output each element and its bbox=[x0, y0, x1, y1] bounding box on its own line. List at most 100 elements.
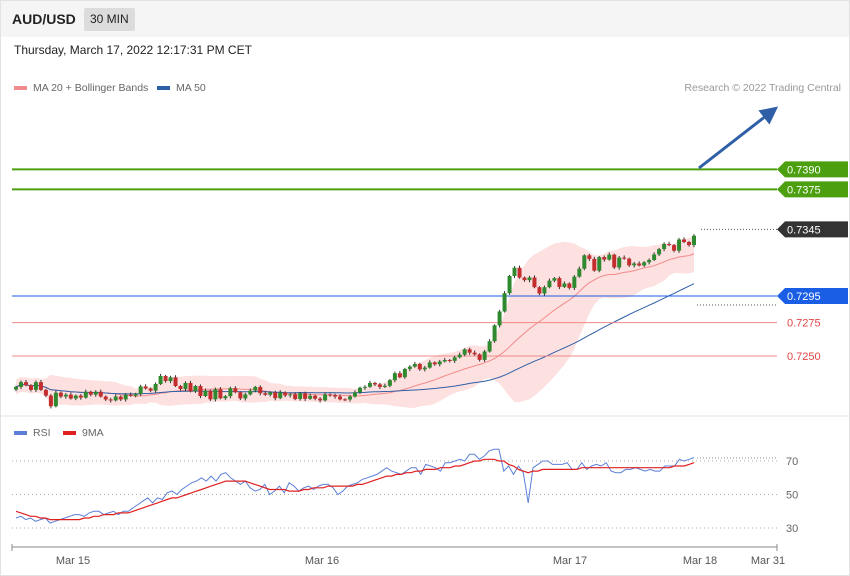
candle bbox=[203, 388, 208, 398]
x-tick-label: Mar 31 bbox=[751, 555, 785, 567]
candle bbox=[667, 241, 672, 247]
candle-body bbox=[642, 262, 647, 266]
candle bbox=[687, 240, 692, 247]
candle bbox=[452, 355, 457, 363]
candle bbox=[642, 261, 647, 268]
last-price-label: 0.7345 bbox=[787, 224, 821, 236]
rsi-tick-label: 50 bbox=[786, 490, 798, 502]
candle-body bbox=[377, 384, 382, 387]
candle-body bbox=[572, 276, 577, 288]
target-tag bbox=[777, 181, 848, 198]
candle bbox=[88, 390, 93, 397]
candle-body bbox=[502, 293, 507, 312]
candle bbox=[602, 255, 607, 262]
candle-body bbox=[203, 390, 208, 397]
candle-body bbox=[253, 386, 258, 391]
candle-body bbox=[632, 263, 637, 266]
candle-body bbox=[43, 389, 48, 396]
candle bbox=[163, 374, 168, 383]
candle-body bbox=[592, 258, 597, 271]
candle bbox=[617, 256, 622, 270]
candle bbox=[73, 394, 78, 401]
candle-body bbox=[298, 393, 303, 400]
candle bbox=[412, 361, 417, 368]
candle bbox=[577, 266, 582, 278]
candle-body bbox=[223, 396, 228, 399]
candle bbox=[233, 386, 238, 394]
timeframe-button[interactable]: 30 MIN bbox=[84, 8, 135, 31]
candle-body bbox=[427, 362, 432, 368]
candle-body bbox=[313, 395, 318, 399]
candle-body bbox=[33, 382, 38, 390]
candle bbox=[402, 367, 407, 379]
candle-body bbox=[367, 382, 372, 387]
candle bbox=[367, 380, 372, 388]
candle-body bbox=[562, 283, 567, 287]
rsi-tick-label: 70 bbox=[786, 456, 798, 468]
candle bbox=[507, 274, 512, 295]
candle bbox=[108, 397, 113, 403]
rsi-ma-label: 9MA bbox=[82, 427, 104, 439]
candle-body bbox=[14, 386, 18, 390]
candle-body bbox=[617, 257, 622, 268]
candle-body bbox=[477, 354, 482, 360]
candle-body bbox=[338, 396, 343, 400]
candle-body bbox=[93, 391, 98, 395]
pivot-label: 0.7295 bbox=[787, 291, 821, 303]
candle bbox=[14, 385, 18, 392]
candle bbox=[78, 394, 83, 400]
candle-body bbox=[652, 254, 657, 261]
candle-body bbox=[392, 373, 397, 381]
candle bbox=[313, 394, 318, 401]
candle bbox=[273, 390, 278, 401]
candle bbox=[148, 387, 153, 393]
candle-body bbox=[687, 242, 692, 246]
candle bbox=[323, 392, 328, 402]
candle-body bbox=[293, 394, 298, 400]
candle-body bbox=[333, 395, 338, 397]
candle bbox=[188, 380, 193, 393]
candle bbox=[83, 389, 88, 399]
candle-body bbox=[148, 388, 153, 391]
candle-body bbox=[103, 396, 108, 400]
candle-body bbox=[382, 385, 387, 387]
candle bbox=[542, 285, 547, 296]
candle bbox=[682, 237, 687, 244]
candle-body bbox=[542, 287, 547, 294]
candle-body bbox=[417, 364, 422, 370]
candle bbox=[532, 275, 537, 289]
candle bbox=[43, 388, 48, 398]
candle-body bbox=[692, 235, 696, 246]
candle-body bbox=[273, 392, 278, 399]
legend-ma50: MA 50 bbox=[157, 82, 206, 94]
candle bbox=[213, 387, 218, 402]
candle-body bbox=[343, 399, 348, 401]
candle-body bbox=[622, 257, 627, 259]
candle bbox=[357, 386, 362, 395]
candle bbox=[48, 394, 53, 409]
candle bbox=[328, 393, 333, 397]
candle bbox=[637, 261, 642, 267]
ma50-swatch bbox=[157, 86, 170, 91]
candle-body bbox=[138, 386, 143, 394]
candle bbox=[23, 380, 28, 387]
candle-body bbox=[612, 254, 617, 268]
candle-body bbox=[278, 392, 283, 399]
candle bbox=[417, 362, 422, 371]
candle-body bbox=[522, 277, 527, 281]
candle-body bbox=[238, 392, 243, 399]
candle-body bbox=[73, 395, 78, 399]
candle-body bbox=[547, 280, 552, 288]
candle-body bbox=[248, 390, 253, 395]
candle bbox=[627, 257, 632, 267]
candle bbox=[68, 392, 73, 400]
candle-body bbox=[133, 393, 138, 396]
candle bbox=[113, 394, 118, 402]
candle-body bbox=[303, 393, 308, 399]
candle-body bbox=[288, 394, 293, 396]
candle bbox=[333, 393, 338, 399]
rsi-line bbox=[15, 448, 695, 524]
candle-body bbox=[492, 325, 497, 342]
candle bbox=[208, 389, 213, 401]
